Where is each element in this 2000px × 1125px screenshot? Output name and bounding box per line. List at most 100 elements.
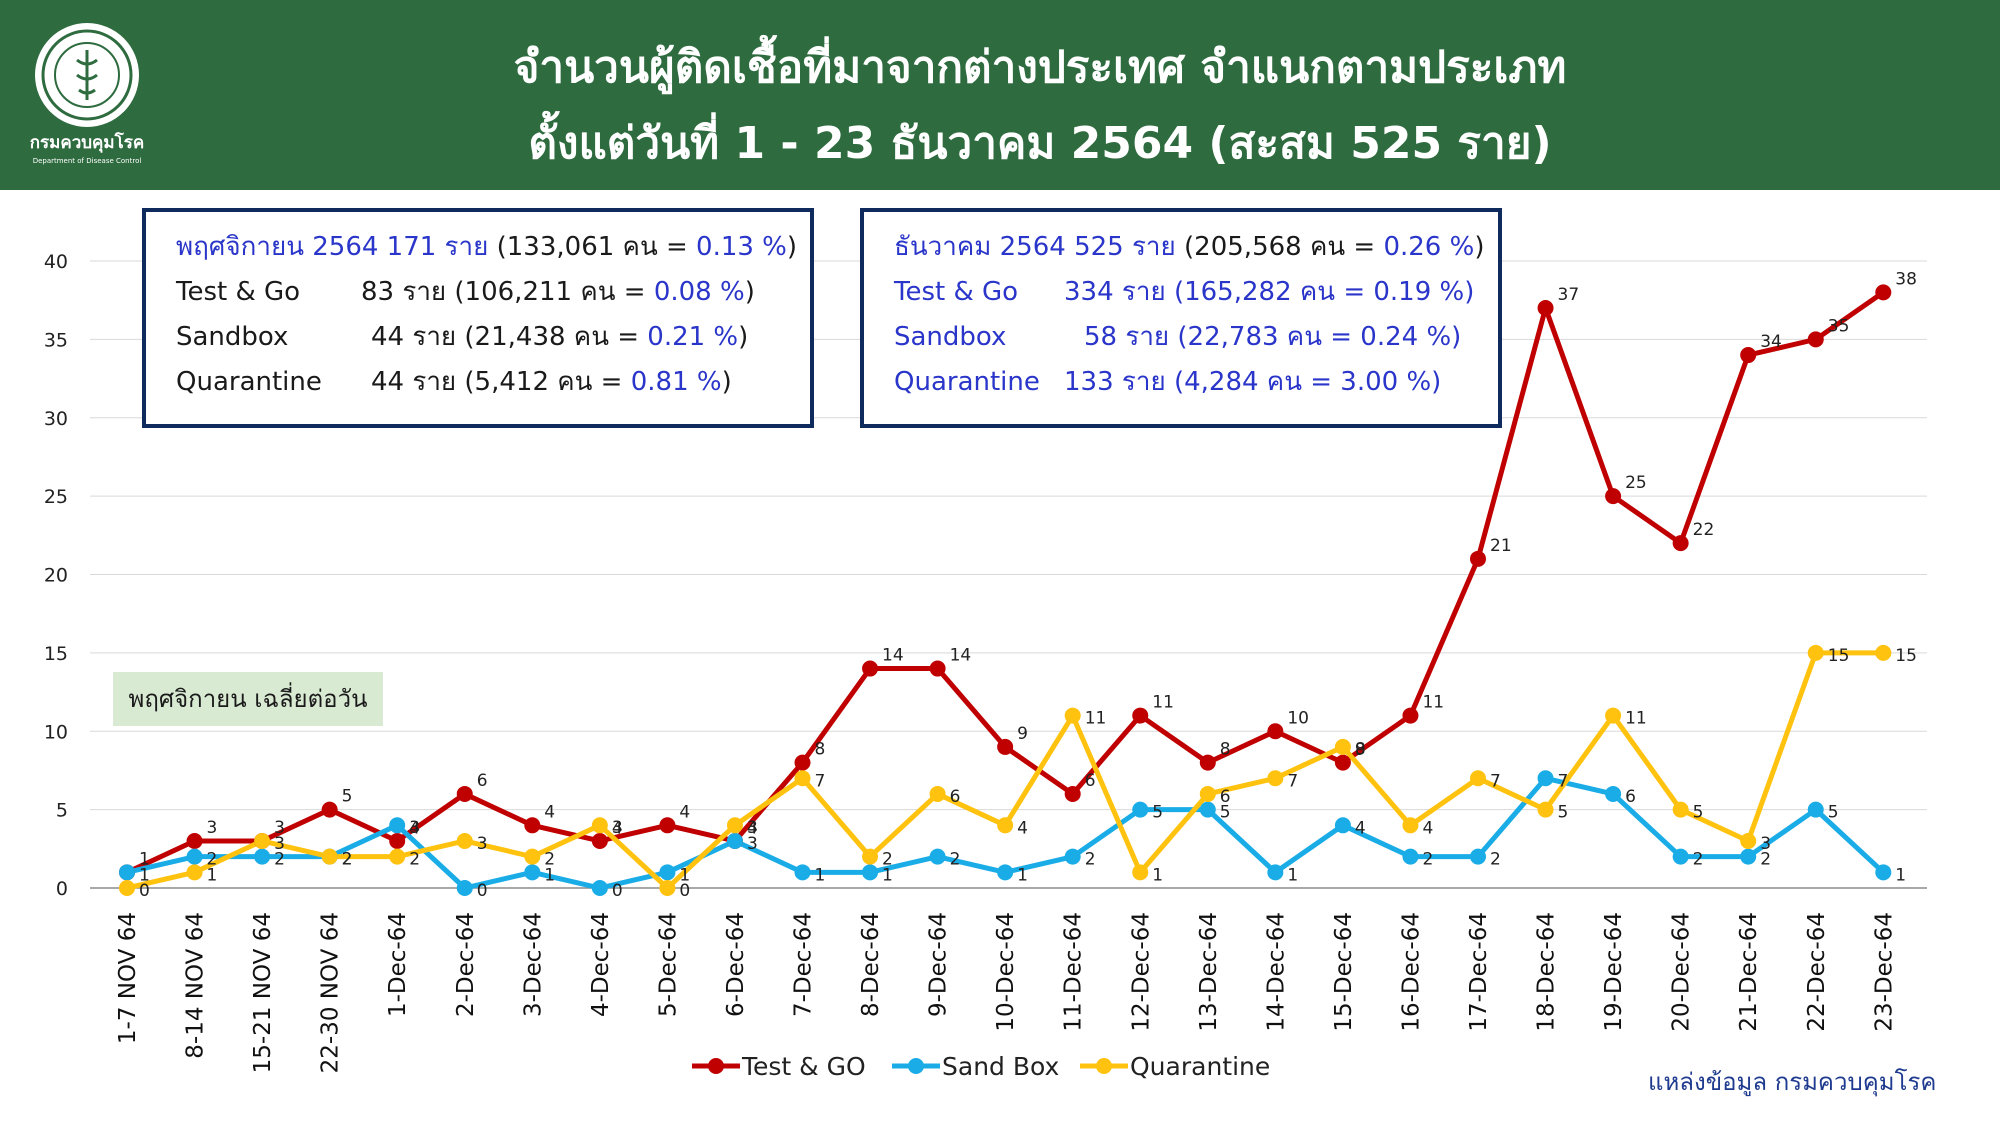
data-point-sand-box <box>186 848 203 865</box>
y-tick-label: 30 <box>44 408 68 430</box>
data-point-quarantine <box>794 770 811 787</box>
data-point-test-go <box>524 817 541 834</box>
data-point-sand-box <box>389 817 406 834</box>
x-tick-label: 22-Dec-64 <box>1804 912 1830 1032</box>
x-axis-ticks: 1-7 NOV 64 8-14 NOV 64 15-21 NOV 64 22-30 N… <box>115 912 1897 1073</box>
dec-sandbox-label: Sandbox <box>894 322 1007 352</box>
data-point-quarantine <box>1672 801 1689 818</box>
legend-label-test-go: Test & GO <box>741 1052 866 1081</box>
dec-quarantine-close: ) <box>1431 367 1442 397</box>
nov-testgo-row: Test & Go 83 ราย (106,211 คน = 0.08 %) <box>176 271 755 312</box>
data-point-quarantine <box>862 848 879 865</box>
data-label-quarantine: 1 <box>1152 865 1163 885</box>
data-point-sand-box <box>1537 770 1554 787</box>
dec-quarantine-count: 133 ราย (4,284 คน <box>1064 367 1311 397</box>
data-label-test-go: 3 <box>207 818 218 838</box>
dec-testgo-row: Test & Go 334 ราย (165,282 คน = 0.19 %) <box>894 271 1474 312</box>
data-point-test-go <box>862 660 879 677</box>
data-point-sand-box <box>591 880 608 896</box>
y-tick-label: 40 <box>44 251 68 273</box>
data-label-test-go: 38 <box>1895 269 1917 289</box>
data-point-test-go <box>1064 785 1081 802</box>
data-point-quarantine <box>726 817 743 834</box>
dec-testgo-label: Test & Go <box>894 277 1019 307</box>
data-point-test-go <box>321 801 338 818</box>
dec-sandbox-row: Sandbox 58 ราย (22,783 คน = 0.24 %) <box>894 316 1461 357</box>
nov-testgo-percent: 0.08 % <box>653 277 745 307</box>
data-label-sand-box: 4 <box>1355 818 1366 838</box>
y-axis-ticks: 0 5 10 15 20 25 30 35 40 <box>44 251 68 900</box>
data-point-sand-box <box>929 848 946 865</box>
data-point-quarantine <box>1199 785 1216 802</box>
data-label-sand-box: 5 <box>1152 803 1163 823</box>
data-label-sand-box: 2 <box>1693 850 1704 870</box>
data-label-quarantine: 4 <box>747 818 758 838</box>
data-label-quarantine: 4 <box>1017 818 1028 838</box>
data-point-sand-box <box>1199 801 1216 818</box>
data-label-sand-box: 2 <box>274 850 285 870</box>
data-label-test-go: 11 <box>1422 693 1444 713</box>
data-point-quarantine <box>456 832 473 849</box>
header-banner: กรมควบคุมโรค Department of Disease Contr… <box>0 0 2000 190</box>
data-label-quarantine: 4 <box>1422 818 1433 838</box>
nov-total-percent: 0.13 % <box>696 232 787 262</box>
data-label-quarantine: 2 <box>409 850 420 870</box>
data-point-sand-box <box>1402 848 1419 865</box>
data-point-quarantine <box>929 785 946 802</box>
data-label-quarantine: 5 <box>1558 803 1569 823</box>
data-label-test-go: 6 <box>477 771 488 791</box>
nov-quarantine-percent: 0.81 % <box>630 367 722 397</box>
data-point-sand-box <box>119 864 135 881</box>
x-tick-label: 6-Dec-64 <box>723 912 749 1017</box>
data-label-sand-box: 2 <box>207 850 218 870</box>
data-label-quarantine: 6 <box>950 787 961 807</box>
data-label-quarantine: 3 <box>1760 834 1771 854</box>
data-point-test-go <box>1807 331 1824 348</box>
data-label-test-go: 8 <box>1355 740 1366 760</box>
dec-sandbox-close: ) <box>1451 322 1462 352</box>
data-point-sand-box <box>1334 817 1351 834</box>
data-point-quarantine <box>1132 864 1149 881</box>
legend-marker-test-go <box>708 1058 724 1074</box>
nov-testgo-label: Test & Go <box>176 277 301 307</box>
december-summary-box: ธันวาคม 2564 525 ราย (205,568 คน = 0.26 … <box>860 208 1502 428</box>
data-label-sand-box: 1 <box>1287 865 1298 885</box>
data-label-quarantine: 2 <box>544 850 555 870</box>
data-label-test-go: 9 <box>1017 724 1028 744</box>
data-label-sand-box: 2 <box>950 850 961 870</box>
data-point-test-go <box>659 817 676 834</box>
data-label-test-go: 3 <box>274 818 285 838</box>
x-tick-label: 2-Dec-64 <box>453 912 479 1017</box>
data-point-sand-box <box>1740 848 1757 865</box>
data-label-sand-box: 2 <box>1760 850 1771 870</box>
data-label-sand-box: 3 <box>747 834 758 854</box>
x-tick-label: 20-Dec-64 <box>1669 912 1695 1032</box>
y-tick-label: 20 <box>44 565 68 587</box>
data-point-test-go <box>1740 347 1757 364</box>
data-label-quarantine: 7 <box>1490 771 1501 791</box>
dec-quarantine-label: Quarantine <box>894 367 1040 397</box>
y-tick-label: 25 <box>44 486 68 508</box>
nov-testgo-close: ) <box>744 277 755 307</box>
x-tick-label: 13-Dec-64 <box>1196 912 1222 1032</box>
data-point-quarantine <box>1267 770 1284 787</box>
legend-label-quarantine: Quarantine <box>1130 1052 1270 1081</box>
data-label-sand-box: 0 <box>477 881 488 901</box>
data-label-test-go: 11 <box>1152 693 1174 713</box>
data-point-test-go <box>456 785 473 802</box>
data-label-quarantine: 2 <box>342 850 353 870</box>
x-tick-label: 23-Dec-64 <box>1871 912 1897 1032</box>
title-line-2: ตั้งแต่วันที่ 1 - 23 ธันวาคม 2564 (สะสม … <box>528 118 1552 169</box>
data-point-sand-box <box>1267 864 1284 881</box>
data-label-sand-box: 5 <box>1220 803 1231 823</box>
data-point-sand-box <box>659 864 676 881</box>
data-point-test-go <box>186 832 203 849</box>
data-point-quarantine <box>1470 770 1486 787</box>
x-tick-label: 1-Dec-64 <box>385 912 411 1017</box>
x-tick-label: 8-Dec-64 <box>858 912 884 1017</box>
dec-quarantine-row: Quarantine 133 ราย (4,284 คน = 3.00 %) <box>894 361 1441 402</box>
x-tick-label: 10-Dec-64 <box>993 912 1019 1032</box>
y-tick-label: 35 <box>44 329 68 351</box>
data-label-test-go: 3 <box>409 818 420 838</box>
